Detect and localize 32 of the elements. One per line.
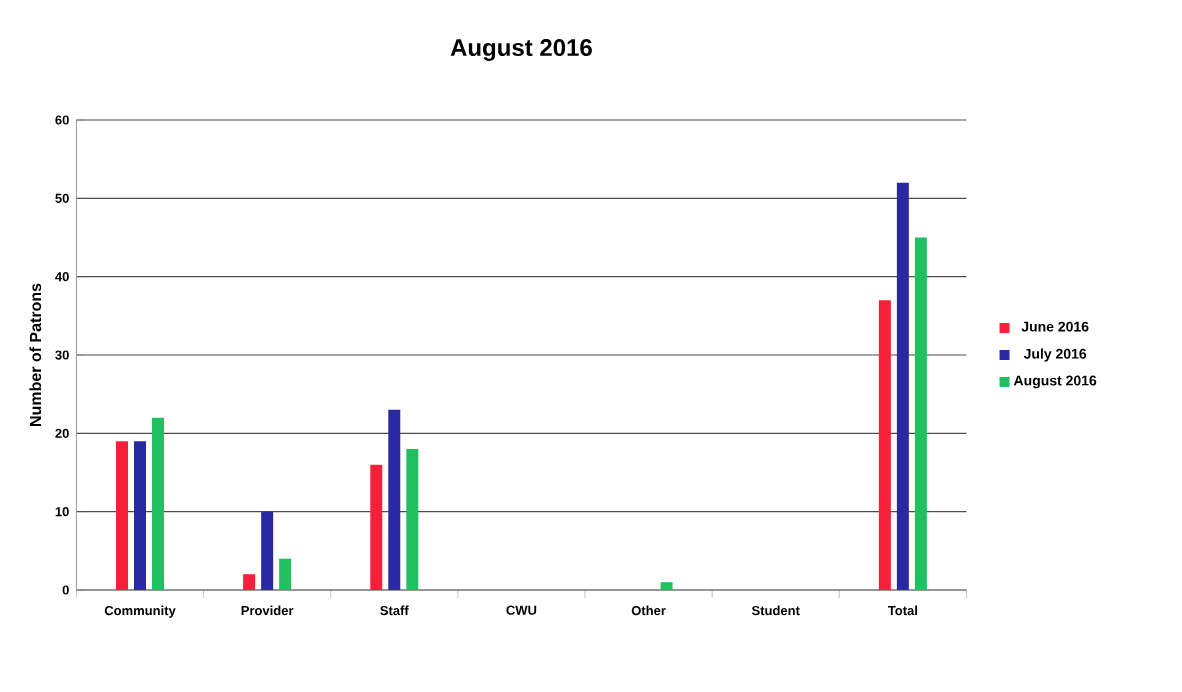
x-tick-label: Staff [380,605,409,616]
x-tick-label: Community [104,605,176,618]
y-tick-label: 30 [55,350,69,360]
bar [243,574,256,590]
y-tick-label: 20 [55,428,69,438]
bar [406,449,419,590]
y-tick-label: 60 [55,115,69,125]
legend-label: July 2016 [1023,348,1087,362]
bar [914,237,927,590]
bar [279,558,292,590]
bar [261,511,274,590]
x-tick-label: CWU [506,605,537,615]
bar [152,417,165,590]
legend-label: August 2016 [1013,375,1097,389]
y-tick-label: 40 [55,272,69,282]
x-tick-label: Student [751,605,800,616]
bar [116,441,129,590]
y-axis-title: Number of Patrons [29,283,42,426]
y-tick-label: 10 [55,507,69,517]
legend-label: June 2016 [1021,321,1089,332]
x-tick-label: Other [631,605,666,616]
bar [878,300,891,590]
x-tick-label: Total [887,605,917,616]
y-tick-label: 0 [62,585,69,595]
bar [896,182,909,590]
bar [660,582,673,590]
bar [388,409,401,590]
bar [134,441,146,590]
chart-title: August 2016 [450,39,592,61]
x-tick-label: Provider [241,605,294,616]
bar [370,464,383,590]
y-tick-label: 50 [55,193,69,203]
